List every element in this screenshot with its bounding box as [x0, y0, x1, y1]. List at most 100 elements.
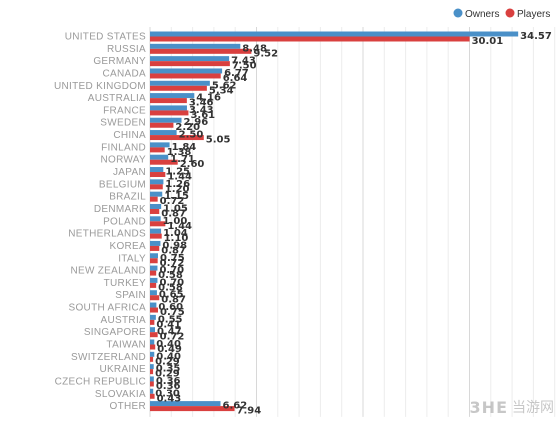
category-label-austria: AUSTRIA: [101, 315, 146, 326]
value-label-players-turkey: 0.58: [158, 282, 183, 293]
value-label-players-slovakia: 0.43: [157, 393, 182, 404]
value-label-players-germany: 7.50: [232, 61, 257, 72]
value-label-owners-italy: 0.75: [160, 253, 185, 264]
category-label-switzerland: SWITZERLAND: [71, 352, 146, 363]
category-label-united-kingdom: UNITED KINGDOM: [54, 81, 146, 92]
category-label-singapore: SINGAPORE: [84, 327, 146, 338]
bar-players-singapore: [150, 332, 158, 338]
category-label-spain: SPAIN: [115, 290, 146, 301]
value-label-owners-sweden: 2.96: [184, 117, 209, 128]
bar-players-spain: [150, 295, 160, 301]
bar-owners-norway: [150, 154, 169, 160]
bar-players-australia: [150, 98, 187, 104]
bar-players-united-states: [150, 36, 470, 42]
watermark-logo: 3HE: [469, 397, 508, 417]
category-label-finland: FINLAND: [101, 142, 146, 153]
bar-owners-slovakia: [150, 388, 154, 394]
value-label-owners-brazil: 1.15: [164, 191, 189, 202]
bar-owners-switzerland: [150, 351, 155, 357]
category-label-new-zealand: NEW ZEALAND: [70, 266, 146, 277]
value-label-players-united-states: 30.01: [472, 36, 504, 47]
bar-players-japan: [150, 172, 166, 178]
value-label-owners-belgium: 1.26: [165, 179, 190, 190]
category-label-czech-republic: CZECH REPUBLIC: [55, 376, 146, 387]
value-label-players-finland: 1.38: [167, 147, 192, 158]
bar-owners-new-zealand: [150, 265, 158, 271]
bar-players-finland: [150, 147, 165, 153]
bar-owners-sweden: [150, 117, 182, 123]
bar-owners-united-kingdom: [150, 80, 210, 86]
bar-players-united-kingdom: [150, 85, 207, 91]
bar-players-germany: [150, 61, 230, 67]
legend-marker-players: [505, 8, 515, 18]
value-label-owners-netherlands: 1.04: [163, 228, 188, 239]
value-label-players-south-africa: 0.75: [160, 307, 185, 318]
legend-label-owners: Owners: [465, 9, 499, 20]
value-label-players-taiwan: 0.49: [157, 344, 182, 355]
bars: [150, 31, 519, 412]
category-label-brazil: BRAZIL: [109, 192, 146, 203]
legend: Owners Players: [453, 8, 550, 20]
value-label-players-italy: 0.72: [160, 258, 185, 269]
category-label-other: OTHER: [110, 401, 147, 412]
value-label-players-canada: 6.64: [223, 73, 248, 84]
value-label-owners-china: 2.50: [179, 130, 204, 141]
bar-owners-australia: [150, 93, 195, 99]
value-label-owners-france: 3.43: [189, 105, 214, 116]
category-label-italy: ITALY: [118, 253, 146, 264]
watermark: 3HE 当游网: [470, 397, 554, 417]
value-label-owners-japan: 1.25: [165, 167, 190, 178]
category-label-germany: GERMANY: [93, 56, 146, 67]
bar-players-italy: [150, 258, 158, 264]
value-label-players-denmark: 0.87: [161, 208, 186, 219]
bar-owners-germany: [150, 56, 230, 62]
value-label-players-korea: 0.87: [161, 245, 186, 256]
category-label-united-states: UNITED STATES: [65, 32, 146, 43]
bar-owners-finland: [150, 142, 170, 148]
category-label-japan: JAPAN: [113, 167, 146, 178]
bar-players-czech-republic: [150, 381, 154, 387]
category-label-canada: CANADA: [103, 68, 147, 79]
value-label-owners-poland: 1.00: [163, 216, 188, 227]
bar-players-turkey: [150, 282, 157, 288]
value-label-players-france: 3.61: [190, 110, 215, 121]
value-label-players-norway: 2.60: [180, 159, 205, 170]
bar-owners-china: [150, 130, 177, 136]
value-label-owners-denmark: 1.05: [163, 203, 188, 214]
bar-owners-italy: [150, 253, 158, 259]
value-label-owners-ukraine: 0.35: [156, 364, 181, 375]
bar-owners-korea: [150, 240, 161, 246]
category-label-sweden: SWEDEN: [100, 118, 146, 129]
value-label-owners-spain: 0.65: [159, 290, 184, 301]
value-label-players-austria: 0.41: [156, 319, 181, 330]
bar-players-brazil: [150, 196, 158, 202]
bar-owners-canada: [150, 68, 223, 74]
value-label-owners-austria: 0.55: [158, 314, 183, 325]
value-label-owners-switzerland: 0.40: [156, 351, 181, 362]
value-label-owners-australia: 4.16: [196, 93, 221, 104]
value-label-owners-slovakia: 0.30: [155, 388, 180, 399]
value-label-owners-russia: 8.48: [242, 43, 267, 54]
value-label-players-china: 5.05: [206, 135, 231, 146]
value-label-owners-czech-republic: 0.36: [156, 376, 181, 387]
category-label-korea: KOREA: [109, 241, 146, 252]
bar-owners-brazil: [150, 191, 163, 197]
value-label-owners-new-zealand: 0.70: [159, 265, 184, 276]
category-label-russia: RUSSIA: [107, 44, 146, 55]
bar-owners-austria: [150, 314, 156, 320]
legend-label-players: Players: [517, 9, 550, 20]
value-label-players-japan: 1.44: [167, 172, 192, 183]
value-label-players-sweden: 2.20: [175, 122, 200, 133]
value-label-owners-other: 6.62: [223, 401, 248, 412]
value-label-players-russia: 9.52: [253, 48, 278, 59]
value-label-owners-turkey: 0.70: [159, 277, 184, 288]
bar-players-other: [150, 406, 235, 412]
bar-players-denmark: [150, 208, 160, 214]
value-label-players-singapore: 0.72: [160, 332, 185, 343]
value-label-owners-taiwan: 0.40: [156, 339, 181, 350]
value-label-owners-korea: 0.98: [162, 240, 187, 251]
value-labels: 34.5730.018.489.527.437.506.776.645.625.…: [155, 31, 552, 417]
